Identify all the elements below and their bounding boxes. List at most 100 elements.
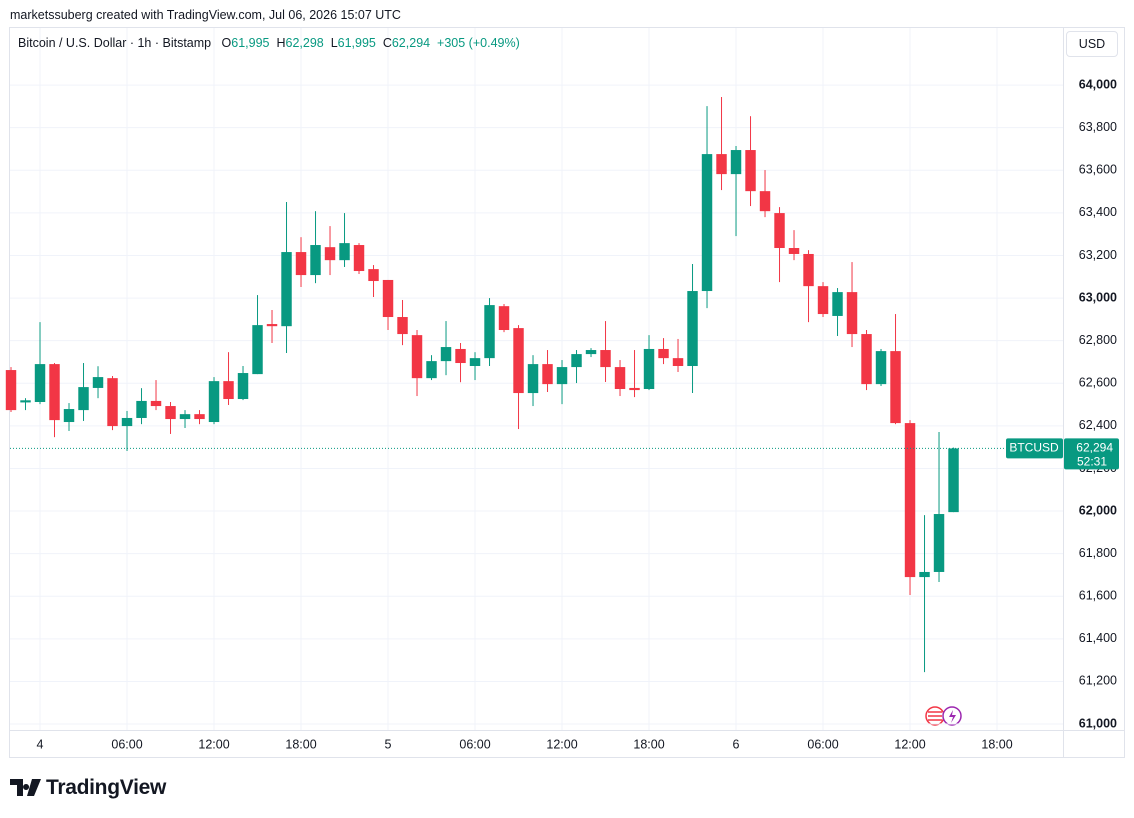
y-tick-label: 61,600: [1079, 589, 1117, 603]
candle-body: [63, 409, 75, 423]
candle-body: [426, 361, 437, 379]
candle-body: [121, 417, 133, 427]
candle-body: [629, 387, 640, 391]
flag-stripes: [928, 711, 942, 721]
chart-frame: [9, 27, 1125, 758]
low: 61,995: [337, 36, 376, 50]
candle-body: [49, 364, 60, 421]
candle-body: [832, 292, 843, 316]
y-tick-label: 62,800: [1079, 333, 1117, 347]
candle-body: [165, 406, 176, 420]
candle-body: [136, 400, 147, 418]
x-tick-label: 06:00: [459, 737, 490, 751]
candle-body: [455, 348, 466, 364]
candle-body: [20, 400, 31, 403]
candle-body: [933, 514, 945, 572]
candle-body: [310, 245, 321, 276]
candle-body: [759, 191, 771, 212]
candle-body: [411, 335, 423, 379]
x-tick-label: 4: [37, 737, 44, 751]
candle-body: [194, 414, 205, 420]
candle-body: [948, 448, 959, 513]
y-tick-label: 62,600: [1079, 376, 1117, 390]
currency-button[interactable]: USD: [1066, 31, 1118, 57]
logo-shape: [10, 779, 41, 796]
candle-body: [208, 381, 220, 423]
candle-body: [5, 370, 17, 411]
candle-body: [687, 291, 698, 367]
x-tick-label: 6: [733, 737, 740, 751]
candle-body: [861, 334, 872, 385]
y-tick-label: 63,400: [1079, 205, 1117, 219]
legend: Bitcoin / U.S. Dollar · 1h · Bitstamp O6…: [18, 36, 520, 50]
candle-body: [774, 213, 785, 249]
candle-body: [788, 248, 800, 254]
candle-body: [223, 381, 234, 400]
symbol: Bitcoin / U.S. Dollar · 1h · Bitstamp: [18, 36, 212, 50]
x-tick-label: 18:00: [633, 737, 664, 751]
c-prefix: C: [382, 36, 392, 50]
x-tick-label: 18:00: [981, 737, 1012, 751]
y-tick-label: 63,800: [1079, 120, 1117, 134]
candle-body: [368, 269, 379, 282]
candle-body: [585, 350, 597, 355]
candle-body: [469, 358, 481, 367]
candle-body: [643, 348, 655, 390]
y-tick-label: 63,000: [1079, 290, 1117, 304]
o-prefix: O: [221, 36, 232, 50]
close: 62,294: [391, 36, 431, 50]
candle-body: [658, 348, 669, 359]
candle-body: [890, 351, 901, 424]
y-tick-label: 61,800: [1079, 546, 1117, 560]
candle-body: [556, 367, 568, 385]
y-tick-label: 64,000: [1079, 77, 1117, 91]
y-tick-label: 62,400: [1079, 418, 1117, 432]
candle-body: [571, 354, 582, 368]
logo: [10, 779, 41, 796]
candle-body: [600, 350, 611, 368]
candle-body: [295, 252, 307, 276]
price-tag-text: 62,294: [1076, 441, 1113, 455]
high: 62,298: [285, 36, 324, 50]
l-prefix: L: [330, 36, 338, 50]
price-tag: [1064, 438, 1119, 470]
y-tick-label: 63,200: [1079, 248, 1117, 262]
y-tick-label: 63,600: [1079, 163, 1117, 177]
y-tick-label: 61,200: [1079, 674, 1117, 688]
x-tick-label: 5: [385, 737, 392, 751]
candle-body: [846, 292, 858, 335]
candle-body: [353, 245, 365, 272]
event-icons: [925, 706, 962, 726]
x-tick-label: 12:00: [894, 737, 925, 751]
open: 61,995: [231, 36, 270, 50]
candle-body: [542, 364, 553, 385]
candle-body: [701, 154, 713, 292]
symbol-tag: [1006, 438, 1063, 459]
candle-body: [34, 364, 46, 403]
brand: TradingView: [46, 776, 167, 799]
candle-body: [716, 154, 727, 175]
x-tick-label: 12:00: [546, 737, 577, 751]
h-prefix: H: [276, 36, 286, 50]
candle-body: [614, 367, 626, 390]
candle-body: [237, 373, 249, 400]
x-tick-label: 06:00: [807, 737, 838, 751]
candle-body: [382, 279, 394, 318]
y-tick-label: 61,400: [1079, 631, 1117, 645]
x-tick-label: 06:00: [111, 737, 142, 751]
credit: marketssuberg created with TradingView.c…: [10, 8, 401, 22]
candle-body: [498, 306, 510, 331]
y-tick-label: 61,000: [1079, 716, 1117, 730]
candle-body: [484, 305, 495, 359]
candle-body: [150, 400, 162, 407]
y-tick-label: 62,000: [1079, 503, 1117, 517]
bolt: [949, 710, 956, 723]
x-tick-label: 18:00: [285, 737, 316, 751]
candle-body: [266, 324, 278, 327]
candle-body: [527, 364, 539, 394]
candle-body: [875, 351, 887, 385]
candle-body: [92, 377, 104, 388]
x-tick-label: 12:00: [198, 737, 229, 751]
candle-body: [179, 414, 191, 420]
candle-body: [817, 286, 829, 315]
